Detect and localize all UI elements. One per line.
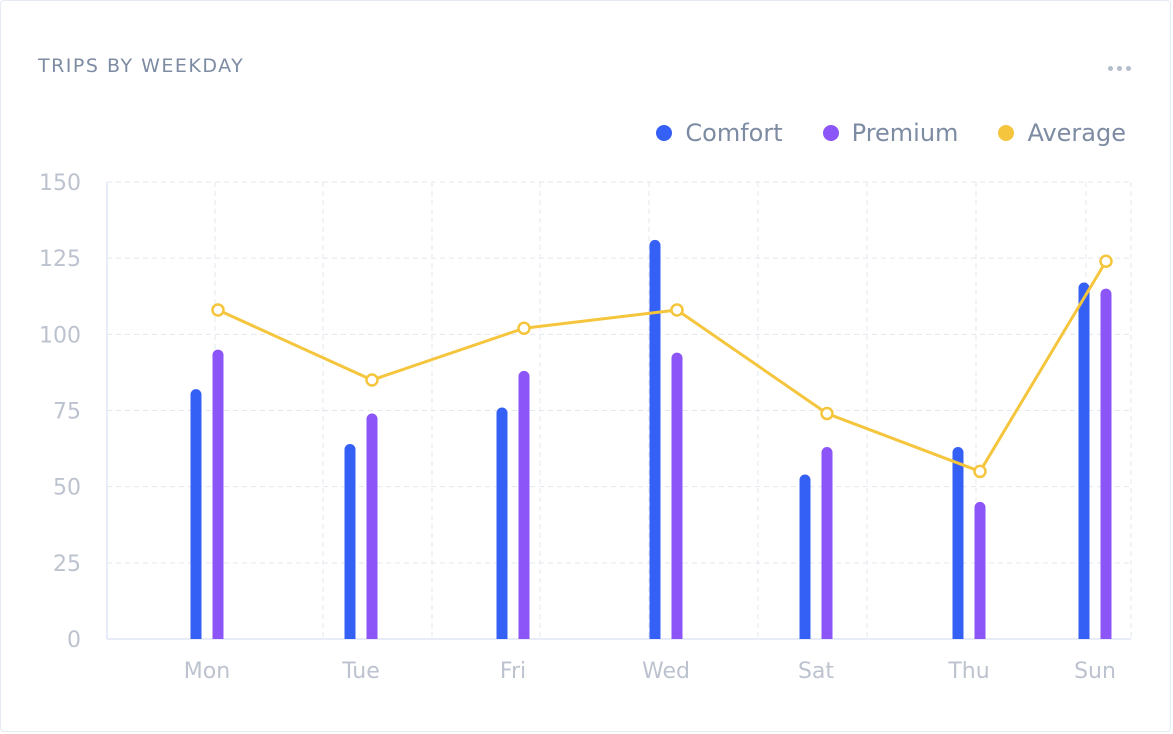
legend-item-average[interactable]: Average bbox=[998, 119, 1126, 147]
y-tick-label: 50 bbox=[53, 476, 81, 501]
bar-comfort bbox=[496, 407, 508, 639]
y-tick-label: 100 bbox=[39, 323, 81, 348]
bar-comfort bbox=[649, 239, 661, 640]
legend-label-average: Average bbox=[1027, 119, 1126, 147]
bar-premium-base bbox=[821, 631, 833, 639]
legend-label-premium: Premium bbox=[851, 119, 959, 147]
bar-comfort bbox=[344, 444, 356, 639]
bar-premium bbox=[518, 370, 530, 639]
bar-comfort-base bbox=[496, 631, 508, 639]
bar-comfort-base bbox=[344, 631, 356, 639]
y-tick-label: 150 bbox=[39, 171, 81, 196]
x-tick-label: Thu bbox=[947, 659, 989, 684]
more-horizontal-icon[interactable] bbox=[1101, 57, 1137, 79]
y-tick-label: 75 bbox=[53, 400, 81, 425]
bar-premium-base bbox=[671, 631, 683, 639]
bar-premium-base bbox=[1100, 631, 1112, 639]
average-line bbox=[217, 260, 1108, 473]
legend-item-premium[interactable]: Premium bbox=[822, 119, 959, 147]
average-point bbox=[820, 406, 834, 421]
bar-comfort-base bbox=[952, 631, 964, 639]
y-tick-label: 0 bbox=[67, 628, 81, 653]
bar-comfort-base bbox=[1078, 631, 1090, 639]
bar-premium bbox=[366, 413, 378, 639]
bar-comfort-base bbox=[190, 631, 202, 639]
bar-premium-base bbox=[974, 631, 986, 639]
bar-premium bbox=[212, 349, 224, 639]
menu-dot bbox=[1125, 65, 1131, 71]
bar-premium-base bbox=[518, 631, 530, 639]
x-tick-label: Fri bbox=[500, 659, 526, 684]
average-point bbox=[365, 373, 379, 387]
y-tick-label: 25 bbox=[53, 552, 81, 577]
average-point bbox=[973, 464, 987, 479]
x-tick-label: Wed bbox=[642, 659, 690, 684]
average-point bbox=[1099, 254, 1113, 268]
bar-premium bbox=[1100, 288, 1112, 639]
legend-swatch-average bbox=[998, 125, 1015, 141]
x-tick-label: Tue bbox=[341, 659, 380, 684]
bar-premium bbox=[671, 352, 683, 639]
average-point bbox=[211, 303, 225, 317]
bar-premium-base bbox=[212, 631, 224, 639]
bar-comfort bbox=[952, 447, 964, 639]
bar-comfort bbox=[1078, 282, 1090, 639]
legend-swatch-comfort bbox=[656, 125, 673, 141]
bar-comfort bbox=[190, 389, 202, 639]
bar-comfort-base bbox=[649, 631, 661, 639]
bar-comfort-base bbox=[799, 631, 811, 639]
y-tick-label: 125 bbox=[39, 247, 81, 272]
legend-swatch-premium bbox=[822, 125, 839, 141]
x-tick-label: Sat bbox=[798, 659, 834, 684]
average-point bbox=[517, 321, 531, 335]
menu-dot bbox=[1107, 65, 1113, 71]
x-tick-label: Sun bbox=[1074, 659, 1116, 684]
chart-legend: Comfort Premium Average bbox=[656, 119, 1126, 147]
menu-dot bbox=[1116, 65, 1122, 71]
bar-premium bbox=[974, 501, 986, 639]
legend-label-comfort: Comfort bbox=[685, 119, 783, 147]
legend-item-comfort[interactable]: Comfort bbox=[656, 119, 783, 147]
bar-premium bbox=[821, 447, 833, 639]
bar-premium-base bbox=[366, 631, 378, 639]
x-tick-label: Mon bbox=[184, 659, 230, 684]
chart-title: TRIPS BY WEEKDAY bbox=[38, 55, 245, 77]
average-point bbox=[670, 303, 684, 317]
bar-comfort bbox=[799, 474, 811, 639]
